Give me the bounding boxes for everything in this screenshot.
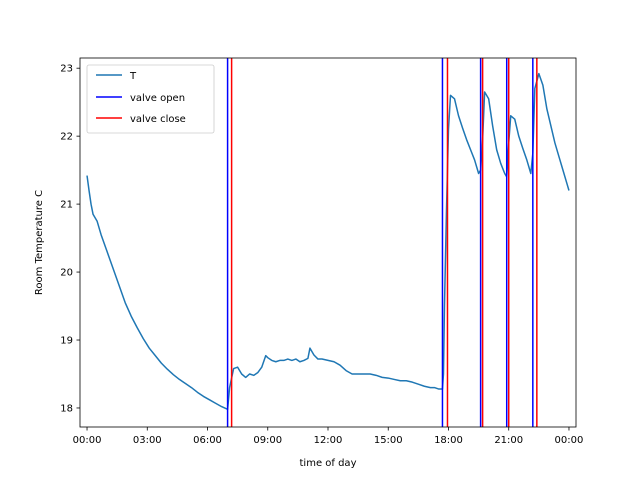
- x-tick-label-5: 15:00: [374, 435, 403, 446]
- x-tick-label-8: 00:00: [555, 435, 584, 446]
- series-line-t: [86, 72, 570, 411]
- y-tick-label-2: 20: [60, 268, 73, 279]
- x-tick-label-4: 12:00: [314, 435, 343, 446]
- y-axis-label: Room Temperature C: [34, 190, 45, 295]
- x-tick-label-7: 21:00: [494, 435, 523, 446]
- plot-area: [86, 58, 570, 427]
- x-tick-label-0: 00:00: [73, 435, 102, 446]
- x-tick-label-6: 18:00: [434, 435, 463, 446]
- legend: T valve open valve close: [86, 64, 215, 134]
- legend-label-t: T: [129, 71, 137, 82]
- legend-box: [86, 64, 215, 134]
- y-tick-label-5: 23: [60, 64, 73, 75]
- y-tick-label-3: 21: [60, 200, 73, 211]
- y-axis: 18 19 20 21 22 23: [60, 64, 80, 414]
- y-tick-label-4: 22: [60, 132, 73, 143]
- y-tick-label-0: 18: [60, 403, 73, 414]
- x-tick-label-1: 03:00: [133, 435, 162, 446]
- x-axis-label: time of day: [300, 458, 357, 469]
- legend-label-valve-close: valve close: [130, 114, 186, 125]
- x-tick-label-3: 09:00: [253, 435, 282, 446]
- y-tick-label-1: 19: [60, 336, 73, 347]
- legend-label-valve-open: valve open: [130, 93, 185, 104]
- x-axis: 00:00 03:00 06:00 09:00 12:00 15:00 18:00 21:00…: [73, 427, 584, 446]
- x-tick-label-2: 06:00: [193, 435, 222, 446]
